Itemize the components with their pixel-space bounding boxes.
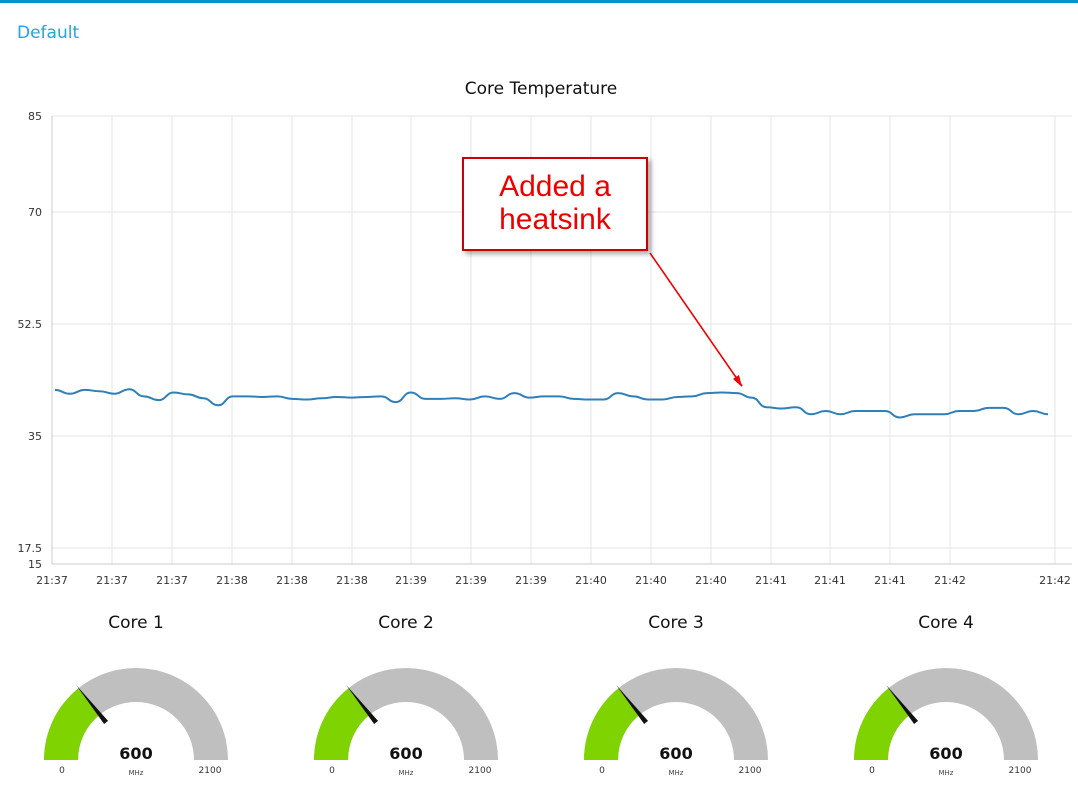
x-tick-label: 21:41 (814, 574, 846, 587)
gauge-units: MHz (399, 769, 414, 777)
annotation-callout: Added a heatsink (462, 157, 648, 251)
gauge-min-label: 0 (59, 766, 65, 776)
x-tick-label: 21:38 (216, 574, 248, 587)
x-tick-label: 21:37 (156, 574, 188, 587)
group-title: Default (17, 23, 80, 43)
gauge-track (44, 668, 228, 760)
y-tick-label: 52.5 (18, 318, 43, 331)
gauge-value: 600 (659, 744, 692, 763)
gauge-needle (346, 684, 379, 725)
y-tick-label: 35 (28, 430, 42, 443)
gauge-track (584, 668, 768, 760)
x-tick-label: 21:42 (934, 574, 966, 587)
gauge-units: MHz (129, 769, 144, 777)
gauge-max-label: 2100 (469, 766, 492, 776)
gauge-title: Core 2 (378, 613, 434, 633)
gauge-value: 600 (929, 744, 962, 763)
x-tick-label: 21:41 (874, 574, 906, 587)
gauge-title: Core 3 (648, 613, 704, 633)
x-tick-label: 21:40 (695, 574, 727, 587)
gauge-needle (76, 684, 109, 725)
gauge-fill (44, 688, 100, 760)
gauge-core-3: Core 3 600 MHz 0 2100 (561, 611, 791, 801)
gauge-fill (314, 688, 370, 760)
x-tick-label: 21:42 (1039, 574, 1071, 587)
gauge-fill (854, 688, 910, 760)
gauge-title: Core 4 (918, 613, 974, 633)
x-tick-label: 21:37 (36, 574, 68, 587)
gauge-core-4: Core 4 600 MHz 0 2100 (831, 611, 1061, 801)
y-tick-label: 15 (28, 558, 42, 571)
y-tick-label: 70 (28, 206, 42, 219)
x-tick-label: 21:41 (755, 574, 787, 587)
y-tick-label: 17.5 (18, 542, 43, 555)
gauge-title: Core 1 (108, 613, 164, 633)
gauge-core-2: Core 2 600 MHz 0 2100 (291, 611, 521, 801)
gauge-units: MHz (669, 769, 684, 777)
gauge-fill (584, 688, 640, 760)
annotation-line-2: heatsink (499, 203, 611, 236)
gauge-value: 600 (389, 744, 422, 763)
x-tick-label: 21:39 (515, 574, 547, 587)
annotation-arrow (649, 252, 743, 387)
gauge-max-label: 2100 (199, 766, 222, 776)
gauge-track (854, 668, 1038, 760)
annotation-line-1: Added a (499, 170, 611, 203)
x-tick-label: 21:40 (635, 574, 667, 587)
gauge-min-label: 0 (869, 766, 875, 776)
x-tick-label: 21:38 (276, 574, 308, 587)
x-tick-label: 21:38 (336, 574, 368, 587)
chart-title: Core Temperature (464, 79, 618, 99)
gauge-track (314, 668, 498, 760)
gauge-units: MHz (939, 769, 954, 777)
series-line (54, 388, 1049, 419)
gauge-min-label: 0 (599, 766, 605, 776)
gauge-core-1: Core 1 600 MHz 0 2100 (21, 611, 251, 801)
gauge-needle (616, 684, 649, 725)
gauge-needle (886, 684, 919, 725)
x-tick-label: 21:39 (395, 574, 427, 587)
annotation-arrowhead (733, 375, 742, 387)
core-temperature-chart: 15 17.5 35 52.5 70 85 21:37 21:37 21:37 21:38 21:… (18, 110, 1072, 587)
x-tick-label: 21:39 (455, 574, 487, 587)
x-tick-label: 21:40 (575, 574, 607, 587)
gauge-max-label: 2100 (1009, 766, 1032, 776)
gauge-value: 600 (119, 744, 152, 763)
gauge-max-label: 2100 (739, 766, 762, 776)
x-tick-label: 21:37 (96, 574, 128, 587)
gauge-min-label: 0 (329, 766, 335, 776)
y-tick-label: 85 (28, 110, 42, 123)
